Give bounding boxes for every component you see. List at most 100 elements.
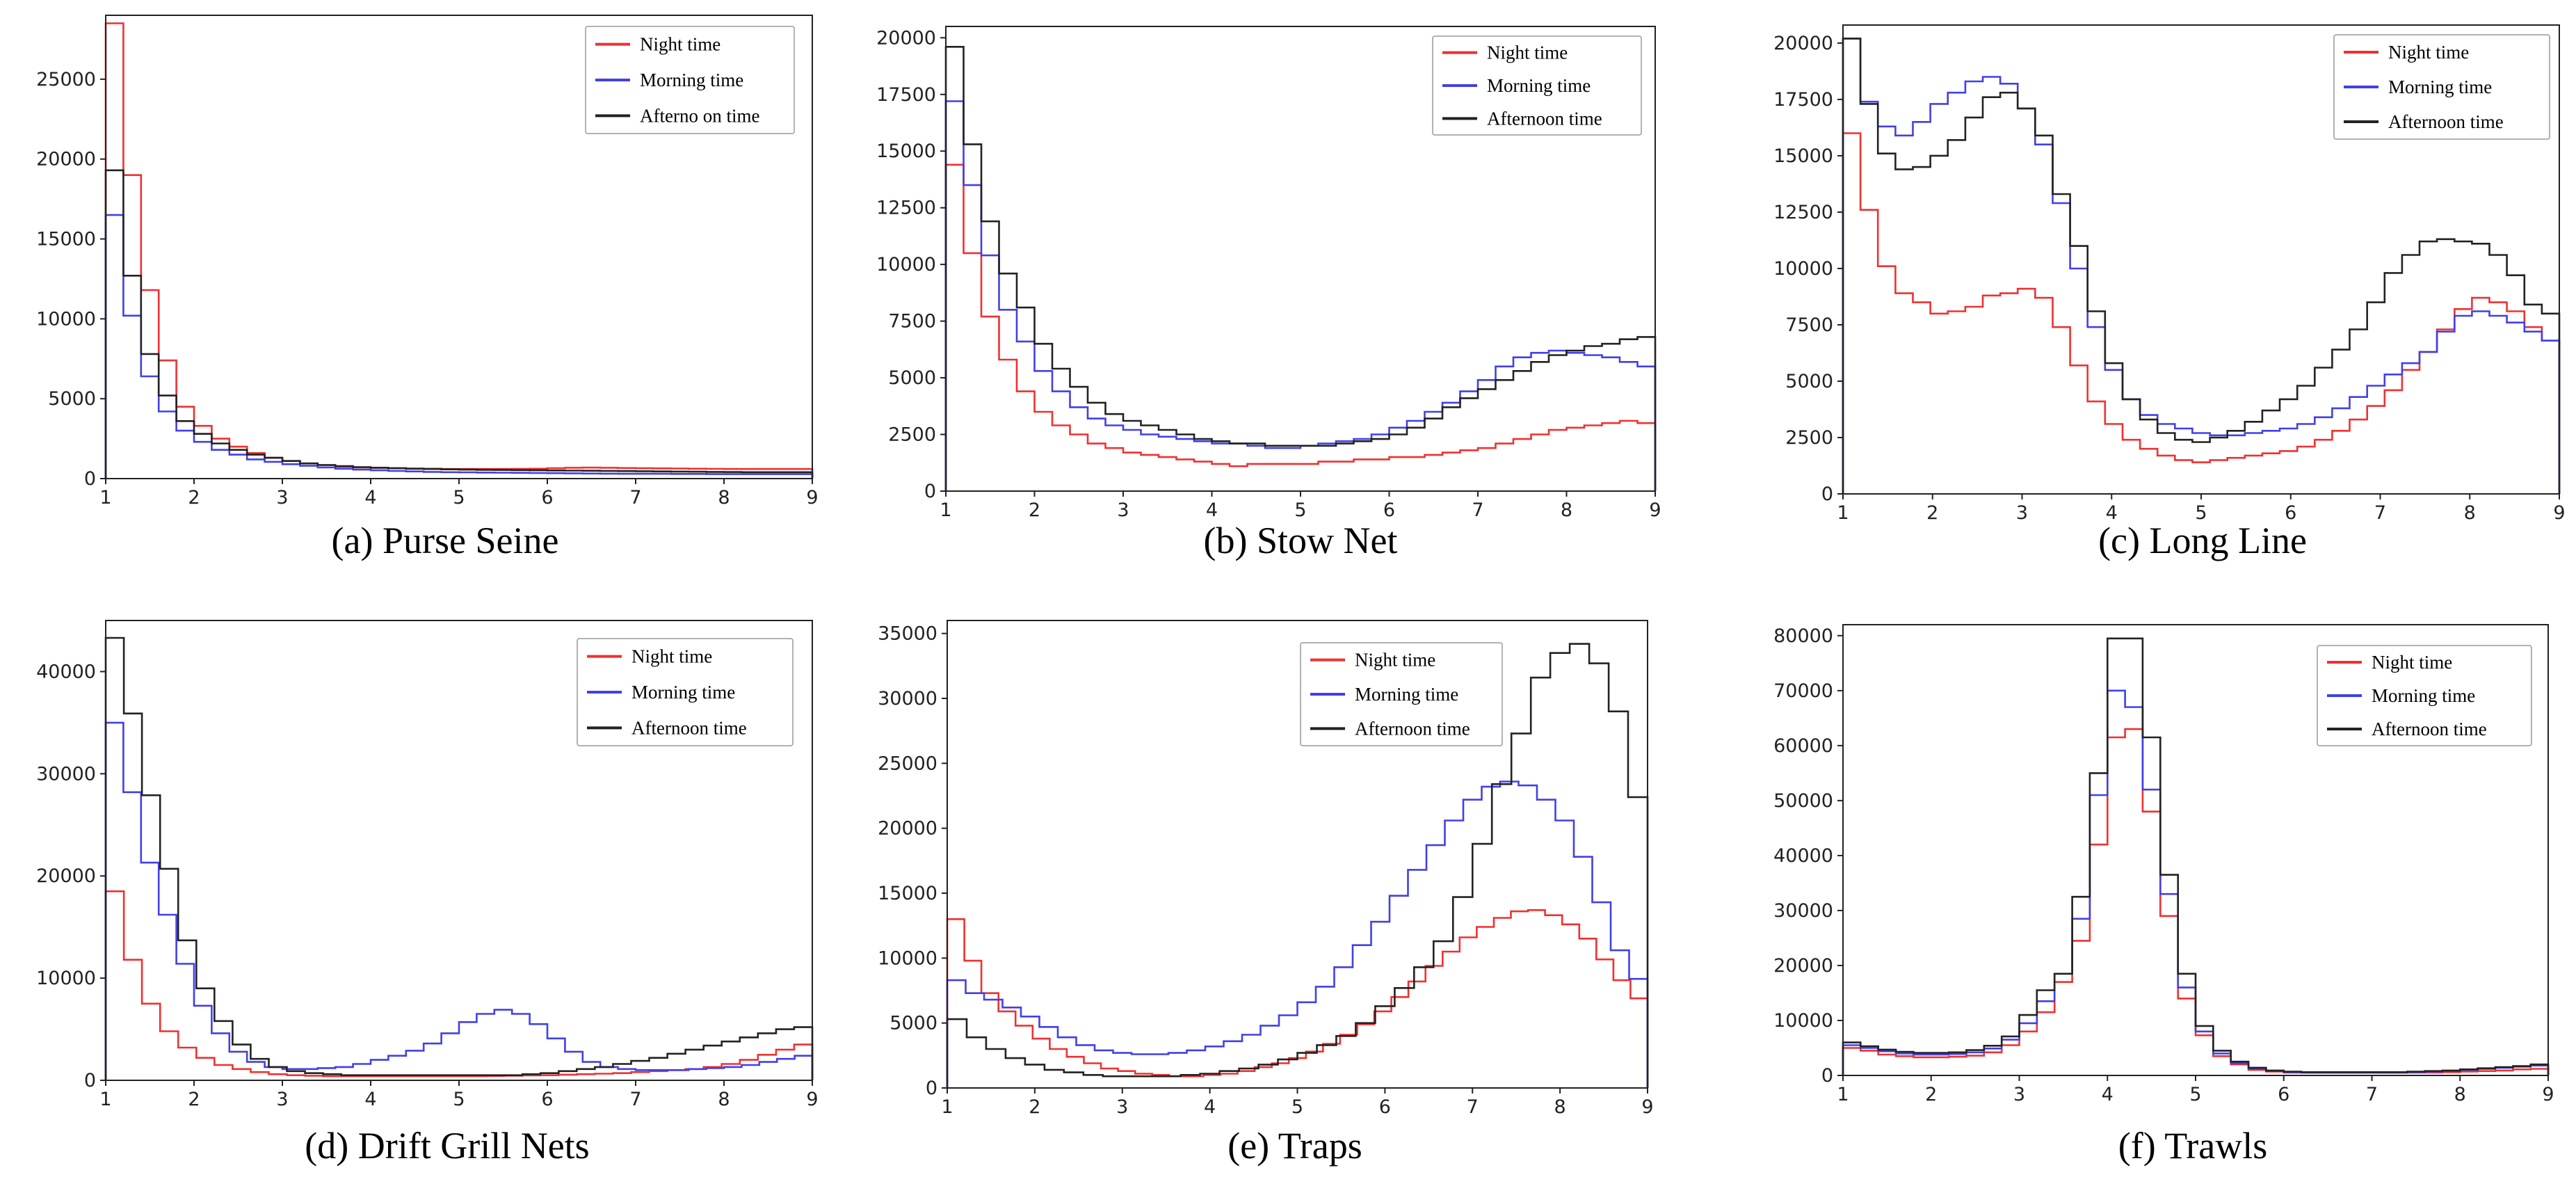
x-tick-label: 4 [2102, 1084, 2114, 1105]
y-tick-label: 15000 [1773, 145, 1833, 167]
y-tick-label: 10000 [1773, 1010, 1833, 1032]
y-tick-label: 0 [84, 1070, 96, 1091]
y-tick-label: 50000 [1773, 790, 1833, 812]
legend-label: Morning time [640, 70, 743, 90]
legend-label: Afternoon time [1487, 108, 1602, 129]
legend-box [2333, 34, 2550, 140]
legend-box [1300, 642, 1503, 746]
x-tick-label: 9 [806, 1089, 818, 1110]
y-tick-label: 10000 [36, 308, 96, 330]
y-tick-label: 7500 [888, 311, 936, 333]
legend-label: Night time [2372, 652, 2452, 673]
x-tick-label: 8 [718, 1089, 730, 1110]
y-tick-label: 40000 [36, 661, 96, 682]
y-tick-label: 0 [924, 481, 936, 502]
legend: Night time Morning time Afternoon time [2317, 645, 2532, 746]
legend-label: Morning time [1355, 684, 1458, 705]
chart-panel-1: 1 2 3 4 5 6 7 8 9 0 5000 10000 15000 20000 25000 Night … [36, 15, 819, 561]
x-tick-label: 5 [1294, 499, 1306, 521]
y-tick-label: 2500 [888, 424, 936, 446]
y-tick-label: 12500 [876, 198, 936, 219]
x-tick-label: 3 [1117, 499, 1129, 521]
x-tick-label: 8 [718, 487, 730, 509]
series-line-afternoon-time [1842, 637, 2550, 1075]
y-tick-label: 10000 [36, 968, 96, 989]
legend-label: Afternoon time [631, 717, 747, 738]
legend: Night time Morning time Afterno on time [585, 26, 795, 134]
panel-caption: (c) Long Line [2098, 520, 2307, 561]
y-tick-label: 10000 [1773, 258, 1833, 280]
x-tick-label: 4 [364, 487, 376, 509]
series-line-night-time [104, 890, 814, 1080]
x-tick-label: 1 [1837, 502, 1849, 524]
x-tick-label: 7 [629, 1089, 641, 1110]
legend-label: Morning time [1487, 75, 1591, 96]
series-line-night-time [946, 909, 1649, 1088]
y-tick-label: 20000 [36, 865, 96, 887]
y-tick-label: 60000 [1773, 735, 1833, 757]
legend-box [2317, 645, 2532, 746]
x-tick-label: 8 [2464, 502, 2476, 524]
y-tick-label: 17500 [1773, 89, 1833, 111]
chart-panel-3: 1 2 3 4 5 6 7 8 9 0 2500 5000 7500 10000 12500 15000 175… [1773, 24, 2566, 561]
x-tick-label: 7 [1472, 499, 1483, 521]
y-tick-label: 12500 [1773, 202, 1833, 223]
y-tick-label: 10000 [878, 947, 937, 969]
legend-label: Night time [631, 646, 712, 667]
legend-label: Morning time [2388, 77, 2492, 97]
x-tick-label: 4 [364, 1089, 376, 1110]
legend-box [577, 638, 794, 746]
x-tick-label: 8 [1561, 499, 1572, 521]
chart-panel-6: 1 2 3 4 5 6 7 8 9 0 10000 20000 30000 40000 50000 60000… [1773, 624, 2554, 1167]
y-tick-label: 40000 [1773, 845, 1833, 867]
legend: Night time Morning time Afternoon time [2333, 34, 2550, 140]
x-tick-label: 3 [2013, 1084, 2025, 1105]
y-tick-label: 17500 [876, 84, 936, 106]
x-tick-label: 5 [453, 487, 465, 509]
x-tick-label: 2 [1925, 1084, 1937, 1105]
y-tick-label: 0 [84, 468, 96, 490]
legend: Night time Morning time Afternoon time [1300, 642, 1503, 746]
y-tick-label: 7500 [1785, 314, 1833, 336]
legend-box [1432, 35, 1642, 136]
legend-label: Night time [1355, 650, 1435, 671]
series-line-afternoon-time [946, 643, 1649, 1088]
axes-frame [947, 620, 1648, 1089]
x-tick-label: 5 [1291, 1096, 1303, 1118]
x-tick-label: 8 [1554, 1096, 1566, 1118]
series-line-afternoon-time [944, 46, 1657, 491]
y-tick-label: 20000 [876, 27, 936, 49]
y-tick-label: 15000 [36, 229, 96, 250]
x-tick-label: 1 [941, 1096, 953, 1118]
y-tick-label: 25000 [878, 753, 937, 774]
x-tick-label: 8 [2454, 1084, 2466, 1105]
y-tick-label: 2500 [1785, 427, 1833, 449]
y-tick-label: 0 [1821, 483, 1833, 505]
panel-caption: (f) Trawls [2118, 1125, 2268, 1167]
y-tick-label: 35000 [878, 623, 937, 645]
series-line-afternoon-time [104, 169, 814, 479]
x-tick-label: 9 [806, 487, 818, 509]
x-tick-label: 2 [1029, 1096, 1040, 1118]
x-tick-label: 5 [453, 1089, 465, 1110]
chart-panel-5: 1 2 3 4 5 6 7 8 9 0 5000 10000 15000 20000 25000 30000 3… [878, 620, 1654, 1167]
series-line-afternoon-time [104, 636, 814, 1080]
legend-label: Night time [2388, 42, 2469, 63]
x-tick-label: 5 [2195, 502, 2207, 524]
x-tick-label: 6 [541, 487, 553, 509]
y-tick-label: 0 [1821, 1065, 1833, 1087]
x-tick-label: 6 [1383, 499, 1395, 521]
panel-caption: (b) Stow Net [1204, 520, 1398, 561]
y-tick-label: 20000 [1773, 33, 1833, 54]
chart-panel-4: 1 2 3 4 5 6 7 8 9 0 10000 20000 30000 40000 Night time… [36, 620, 819, 1167]
x-tick-label: 6 [2278, 1084, 2289, 1105]
x-tick-label: 4 [2106, 502, 2118, 524]
x-tick-label: 1 [99, 1089, 111, 1110]
y-tick-label: 20000 [1773, 955, 1833, 977]
legend: Night time Morning time Afternoon time [577, 638, 794, 746]
x-tick-label: 2 [1029, 499, 1040, 521]
y-tick-label: 10000 [876, 254, 936, 275]
y-tick-label: 25000 [36, 69, 96, 90]
x-tick-label: 2 [188, 1089, 200, 1110]
x-tick-label: 7 [2366, 1084, 2378, 1105]
